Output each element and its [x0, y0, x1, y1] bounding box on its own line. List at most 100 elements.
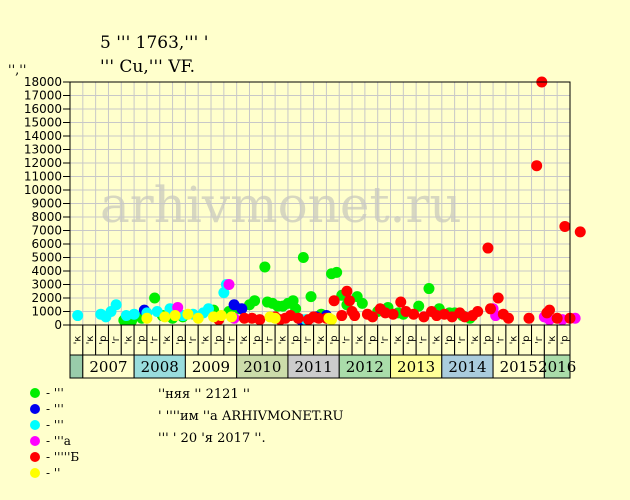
- watermark: arhivmonet.ru: [100, 176, 462, 234]
- quarter-label: ꞌг: [265, 336, 276, 344]
- y-tick-label: 15000: [24, 116, 62, 130]
- quarter-label: ꞌк: [85, 336, 96, 345]
- data-point: [349, 310, 361, 322]
- quarter-label: ꞌг: [342, 336, 353, 344]
- y-tick-label: 3000: [31, 278, 62, 292]
- quarter-label: ꞌк: [201, 336, 212, 345]
- quarter-label: ꞌр: [252, 335, 263, 344]
- legend-label: - ꞌꞌꞌa: [46, 434, 71, 448]
- y-tick-label: 4000: [31, 264, 62, 278]
- quarter-label: ꞌк: [278, 336, 289, 345]
- quarter-label: ꞌг: [457, 336, 468, 344]
- year-label: 2013: [397, 358, 435, 376]
- data-point: [482, 242, 494, 254]
- data-point: [343, 295, 355, 307]
- data-point: [408, 308, 420, 320]
- year-label: 2010: [243, 358, 281, 376]
- data-point: [492, 292, 504, 304]
- quarter-label: ꞌр: [521, 335, 532, 344]
- data-point: [226, 311, 238, 323]
- y-tick-label: 5000: [31, 251, 62, 265]
- quarter-label: ꞌр: [213, 335, 224, 344]
- y-tick-label: 17000: [24, 89, 62, 103]
- data-point: [418, 311, 430, 323]
- data-points: [72, 76, 586, 327]
- data-point: [328, 295, 340, 307]
- quarter-label: ꞌк: [393, 336, 404, 345]
- chart-title-line1: 5 ꞌꞌꞌ 1763,ꞌꞌꞌ ꞌ: [100, 33, 209, 53]
- info-block: ꞌꞌняя ꞌꞌ 2121 ꞌꞌ ꞌ ꞌꞌꞌꞌим ꞌꞌa ARHIVMONET…: [158, 384, 343, 450]
- year-band-lead: [69, 354, 84, 379]
- data-point: [72, 310, 84, 322]
- data-point: [574, 226, 586, 238]
- legend-label: - ꞌꞌ: [46, 466, 61, 480]
- data-point: [305, 291, 317, 303]
- quarter-label: ꞌк: [354, 336, 365, 345]
- quarter-label: ꞌр: [290, 335, 301, 344]
- data-point: [395, 296, 407, 308]
- quarter-label: ꞌг: [111, 336, 122, 344]
- data-point: [356, 297, 368, 309]
- y-axis-unit-label: ꞌꞌ,ꞌꞌ: [8, 63, 27, 78]
- y-tick-label: 8000: [31, 210, 62, 224]
- data-point: [169, 310, 181, 322]
- y-tick-label: 7000: [31, 224, 62, 238]
- data-point: [331, 266, 343, 278]
- data-point: [423, 283, 435, 295]
- legend: - ꞌꞌꞌ - ꞌꞌꞌ - ꞌꞌꞌ - ꞌꞌꞌa - ꞌꞌꞌꞌꞌБ - ꞌꞌ: [30, 385, 79, 481]
- data-point: [149, 292, 161, 304]
- quarter-label: ꞌг: [495, 336, 506, 344]
- y-tick-label: 12000: [24, 156, 62, 170]
- legend-dot-icon: [30, 436, 40, 446]
- y-tick-label: 14000: [24, 129, 62, 143]
- quarter-label: ꞌр: [406, 335, 417, 344]
- legend-item: - ꞌꞌꞌ: [30, 401, 79, 417]
- y-tick-label: 16000: [24, 102, 62, 116]
- year-label: 2011: [294, 358, 332, 376]
- data-point: [128, 308, 140, 320]
- legend-dot-icon: [30, 420, 40, 430]
- data-point: [502, 312, 514, 324]
- chart-title-line2: ꞌꞌꞌ Cu,ꞌꞌꞌ VF.: [100, 57, 196, 77]
- data-point: [387, 308, 399, 320]
- quarter-label: ꞌр: [137, 335, 148, 344]
- legend-dot-icon: [30, 452, 40, 462]
- x-axis: 2007 2008 2009 2010 2011 2012 2013 2014 2015 2016…: [69, 324, 576, 379]
- quarter-label: ꞌг: [380, 336, 391, 344]
- data-point: [259, 261, 271, 273]
- quarter-label: ꞌр: [329, 335, 340, 344]
- year-label: 2007: [89, 358, 127, 376]
- y-tick-label: 6000: [31, 237, 62, 251]
- info-line-2: ꞌ ꞌꞌꞌꞌим ꞌꞌa ARHIVMONET.RU: [158, 409, 344, 424]
- data-point: [523, 312, 535, 324]
- data-point: [297, 252, 309, 263]
- data-point: [202, 303, 214, 315]
- info-line-3: ꞌꞌꞌ ꞌ 20 ꞌя 2017 ꞌꞌ.: [158, 431, 266, 446]
- data-point: [223, 279, 235, 290]
- data-point: [313, 312, 325, 324]
- legend-item: - ꞌꞌ: [30, 465, 79, 481]
- data-point: [269, 312, 281, 324]
- data-point: [249, 295, 261, 307]
- legend-item: - ꞌꞌꞌ: [30, 417, 79, 433]
- y-tick-label: 13000: [24, 143, 62, 157]
- legend-item: - ꞌꞌꞌꞌꞌБ: [30, 449, 79, 465]
- quarter-label: ꞌк: [547, 336, 558, 345]
- legend-label: - ꞌꞌꞌ: [46, 402, 64, 416]
- data-point: [341, 285, 353, 297]
- legend-dot-icon: [30, 468, 40, 478]
- quarter-label: ꞌр: [483, 335, 494, 344]
- y-tick-label: 10000: [24, 183, 62, 197]
- quarter-label: ꞌк: [316, 336, 327, 345]
- quarter-label: ꞌг: [303, 336, 314, 344]
- grid-lines: [70, 81, 570, 326]
- quarter-label: ꞌк: [239, 336, 250, 345]
- data-point: [182, 308, 194, 320]
- data-point: [192, 312, 204, 324]
- quarter-label: ꞌг: [226, 336, 237, 344]
- data-point: [543, 304, 555, 316]
- quarter-label: ꞌр: [98, 335, 109, 344]
- data-point: [110, 299, 122, 311]
- quarter-label: ꞌк: [124, 336, 135, 345]
- quarter-cell: [556, 324, 571, 356]
